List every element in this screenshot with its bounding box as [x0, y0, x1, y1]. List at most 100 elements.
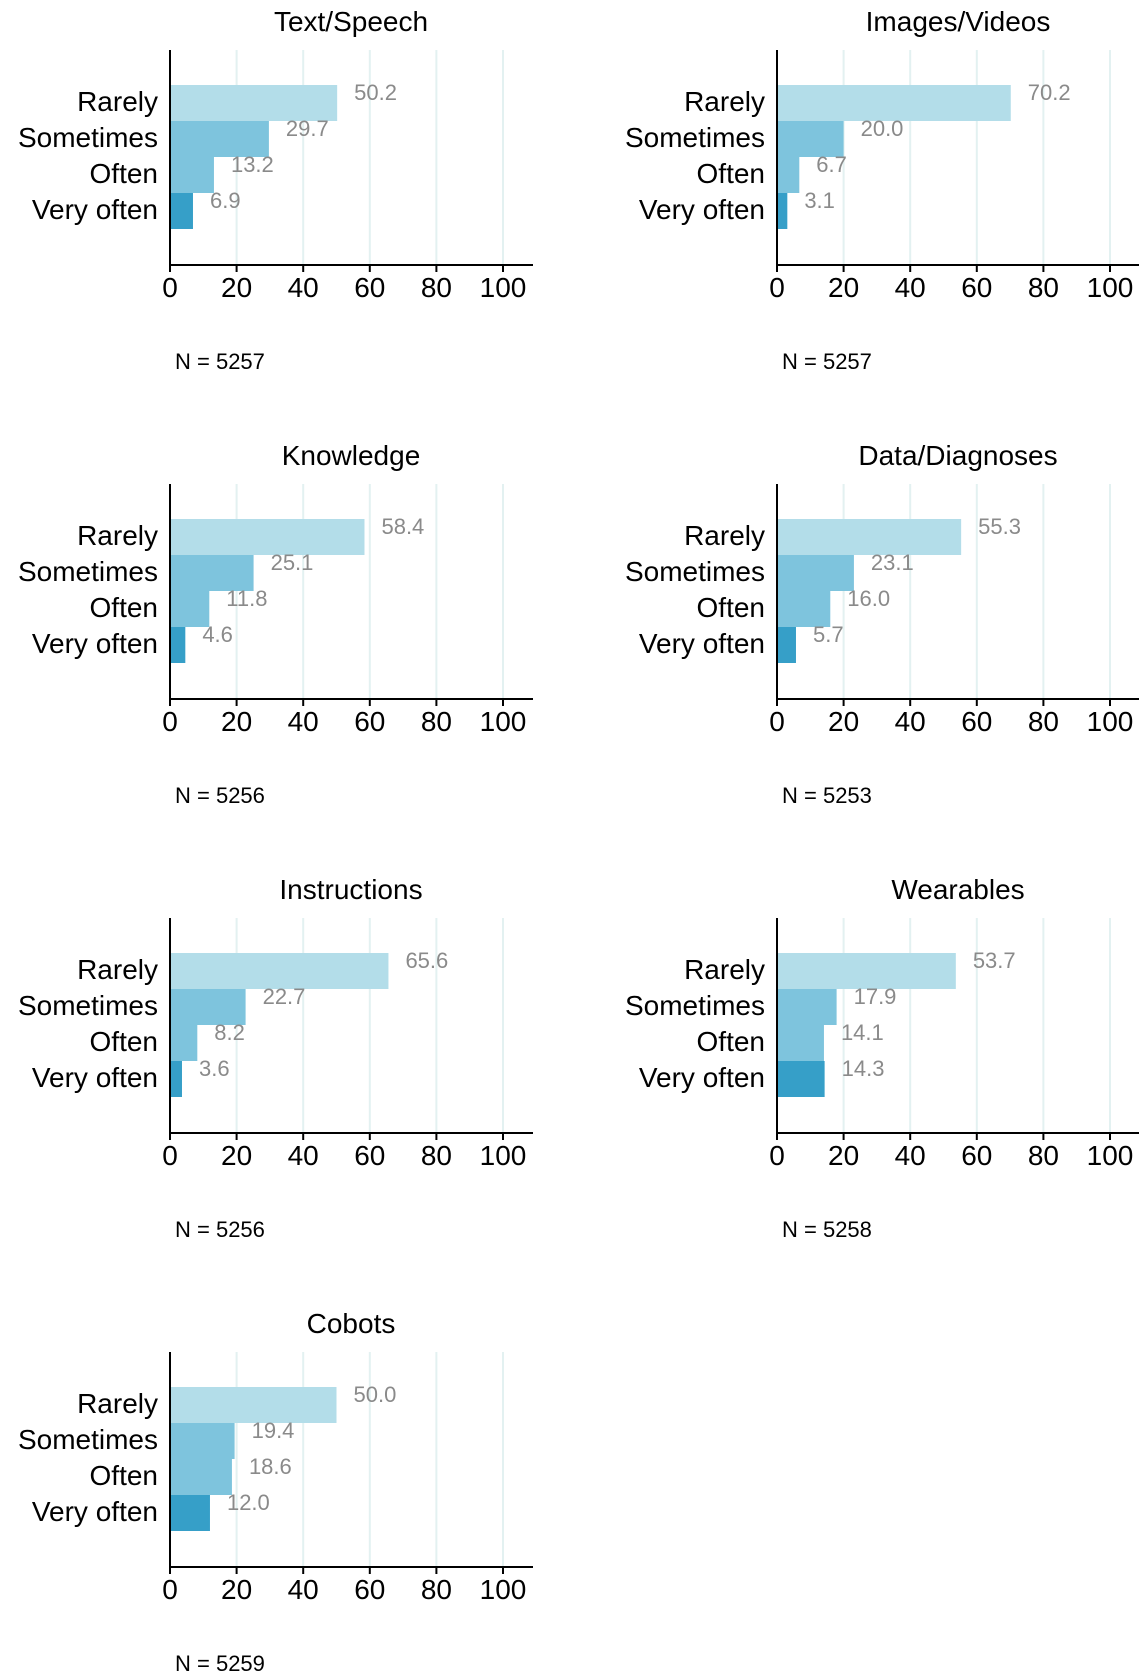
value-label: 25.1 — [271, 550, 314, 575]
value-label: 29.7 — [286, 116, 329, 141]
category-label: Very often — [639, 194, 765, 225]
x-tick-label: 80 — [421, 272, 452, 303]
x-tick-label: 0 — [162, 706, 178, 737]
bar-often — [170, 591, 210, 627]
bar-sometimes — [777, 121, 844, 157]
value-label: 23.1 — [871, 550, 914, 575]
category-label: Sometimes — [18, 990, 158, 1021]
category-label: Very often — [639, 628, 765, 659]
category-label: Sometimes — [625, 122, 765, 153]
sample-size-note: N = 5256 — [175, 1217, 265, 1242]
value-label: 12.0 — [227, 1490, 270, 1515]
chart-panel-instructions: Rarely 65.6 Sometimes 22.7 Often 8.2 Very ofte… — [18, 874, 533, 1242]
category-label: Often — [697, 1026, 765, 1057]
value-label: 11.8 — [226, 586, 267, 611]
x-tick-label: 60 — [961, 706, 992, 737]
category-label: Often — [90, 592, 158, 623]
bar-very-often — [777, 193, 788, 229]
x-tick-label: 60 — [354, 1140, 385, 1171]
value-label: 65.6 — [405, 948, 448, 973]
bar-very-often — [170, 193, 193, 229]
value-label: 16.0 — [847, 586, 890, 611]
chart-title: Instructions — [279, 874, 422, 905]
value-label: 19.4 — [252, 1418, 295, 1443]
x-tick-label: 0 — [769, 1140, 785, 1171]
value-label: 14.3 — [842, 1056, 885, 1081]
category-label: Sometimes — [18, 122, 158, 153]
x-tick-label: 60 — [354, 272, 385, 303]
x-tick-label: 20 — [221, 272, 252, 303]
category-label: Often — [697, 158, 765, 189]
bar-rarely — [170, 953, 389, 989]
sample-size-note: N = 5258 — [782, 1217, 872, 1242]
category-label: Sometimes — [18, 556, 158, 587]
bar-often — [777, 1025, 824, 1061]
x-tick-label: 80 — [421, 1140, 452, 1171]
chart-panel-images-videos: Rarely 70.2 Sometimes 20.0 Often 6.7 Very ofte… — [625, 6, 1139, 374]
value-label: 4.6 — [202, 622, 233, 647]
value-label: 6.9 — [210, 188, 241, 213]
chart-panel-wearables: Rarely 53.7 Sometimes 17.9 Often 14.1 Very oft… — [625, 874, 1139, 1242]
x-tick-label: 40 — [895, 706, 926, 737]
x-tick-label: 40 — [288, 1574, 319, 1605]
value-label: 20.0 — [861, 116, 904, 141]
bar-rarely — [170, 85, 338, 121]
category-label: Very often — [32, 628, 158, 659]
category-label: Often — [90, 1026, 158, 1057]
bar-sometimes — [170, 989, 246, 1025]
sample-size-note: N = 5259 — [175, 1651, 265, 1674]
x-tick-label: 40 — [895, 272, 926, 303]
category-label: Often — [697, 592, 765, 623]
bar-often — [170, 1025, 198, 1061]
value-label: 50.0 — [354, 1382, 397, 1407]
value-label: 18.6 — [249, 1454, 292, 1479]
x-tick-label: 80 — [1028, 706, 1059, 737]
x-tick-label: 0 — [162, 1140, 178, 1171]
bar-rarely — [777, 85, 1011, 121]
category-label: Very often — [32, 1062, 158, 1093]
value-label: 55.3 — [978, 514, 1021, 539]
value-label: 50.2 — [354, 80, 397, 105]
x-tick-label: 100 — [1087, 272, 1134, 303]
x-tick-label: 60 — [961, 272, 992, 303]
x-tick-label: 20 — [221, 1574, 252, 1605]
chart-title: Knowledge — [282, 440, 421, 471]
category-label: Sometimes — [18, 1424, 158, 1455]
x-tick-label: 80 — [1028, 272, 1059, 303]
value-label: 3.6 — [199, 1056, 230, 1081]
bar-sometimes — [170, 555, 254, 591]
category-label: Very often — [639, 1062, 765, 1093]
bar-rarely — [170, 1387, 337, 1423]
category-label: Rarely — [77, 954, 158, 985]
bar-often — [170, 157, 214, 193]
value-label: 14.1 — [841, 1020, 884, 1045]
category-label: Rarely — [684, 520, 765, 551]
bar-sometimes — [170, 1423, 235, 1459]
x-tick-label: 20 — [221, 1140, 252, 1171]
bar-rarely — [777, 953, 956, 989]
value-label: 58.4 — [381, 514, 424, 539]
category-label: Sometimes — [625, 556, 765, 587]
x-tick-label: 0 — [162, 1574, 178, 1605]
value-label: 3.1 — [804, 188, 835, 213]
bar-often — [777, 157, 800, 193]
category-label: Often — [90, 158, 158, 189]
chart-panel-text-speech: Rarely 50.2 Sometimes 29.7 Often 13.2 Very oft… — [18, 6, 533, 374]
x-tick-label: 40 — [288, 706, 319, 737]
x-tick-label: 60 — [354, 706, 385, 737]
value-label: 8.2 — [214, 1020, 245, 1045]
chart-panel-knowledge: Rarely 58.4 Sometimes 25.1 Often 11.8 Very oft… — [18, 440, 533, 808]
chart-title: Cobots — [307, 1308, 396, 1339]
x-tick-label: 100 — [480, 272, 527, 303]
x-tick-label: 80 — [421, 706, 452, 737]
sample-size-note: N = 5256 — [175, 783, 265, 808]
x-tick-label: 20 — [221, 706, 252, 737]
bar-very-often — [777, 1061, 825, 1097]
value-label: 17.9 — [854, 984, 897, 1009]
chart-title: Images/Videos — [866, 6, 1051, 37]
x-tick-label: 20 — [828, 706, 859, 737]
bar-very-often — [170, 627, 186, 663]
bar-very-often — [170, 1061, 182, 1097]
value-label: 5.7 — [813, 622, 844, 647]
bar-very-often — [170, 1495, 210, 1531]
